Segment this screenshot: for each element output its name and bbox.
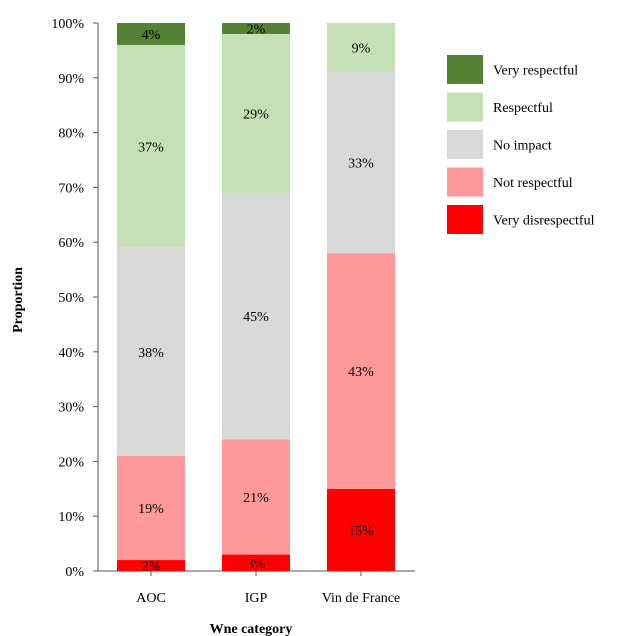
legend-swatch	[447, 55, 483, 84]
legend-label: Respectful	[493, 101, 553, 116]
bar-segment	[327, 253, 395, 489]
legend-label: No impact	[493, 139, 552, 154]
bar-segment	[117, 247, 185, 456]
data-label: 9%	[352, 42, 371, 57]
bar-segment	[117, 23, 185, 45]
data-label: 33%	[348, 157, 374, 172]
legend-swatch	[447, 167, 483, 197]
bar-segment	[222, 23, 290, 34]
bar-segment	[222, 439, 290, 555]
data-label: 21%	[243, 491, 269, 506]
bar-segment	[327, 488, 395, 571]
bar-segment	[222, 192, 290, 440]
y-axis-title: Proportion	[11, 267, 26, 333]
data-label: 19%	[138, 502, 164, 517]
bar-segment	[117, 44, 185, 248]
bar-segment	[222, 554, 290, 571]
bar-segment	[117, 560, 185, 571]
legend: Very respectful Respectful No impact Not re…	[447, 55, 595, 234]
bar-segment	[327, 72, 395, 254]
legend-swatch	[447, 205, 483, 234]
data-label: 45%	[243, 310, 269, 325]
legend-label: Not respectful	[493, 176, 573, 191]
y-tick-label: 20%	[58, 455, 84, 470]
bar-segment	[222, 33, 290, 193]
data-label: 2%	[142, 560, 161, 575]
data-label: 3%	[247, 557, 266, 572]
y-tick-label: 0%	[65, 565, 84, 580]
legend-label: Very disrespectful	[493, 214, 595, 229]
data-label: 4%	[142, 28, 161, 43]
y-tick-label: 100%	[51, 17, 84, 32]
bar-segment	[117, 455, 185, 561]
x-tick-label: AOC	[136, 591, 166, 606]
data-label: 29%	[243, 107, 269, 122]
y-tick-label: 60%	[58, 236, 84, 251]
y-tick-label: 50%	[58, 291, 84, 306]
y-tick-label: 90%	[58, 72, 84, 87]
bar-segment	[327, 23, 395, 73]
legend-label: Very respectful	[493, 64, 578, 79]
data-label: 38%	[138, 346, 164, 361]
data-label: 37%	[138, 140, 164, 155]
y-tick-label: 70%	[58, 181, 84, 196]
bars: 2% 19% 38% 37% 4% 3% 21% 45% 29% 2% 15% 43% 33% 9%	[117, 22, 395, 575]
axes: 0% 10% 20% 30% 40% 50% 60% 70% 80% 90% 100% AOC IGP V…	[51, 17, 415, 606]
y-tick-label: 40%	[58, 346, 84, 361]
y-tick-label: 80%	[58, 127, 84, 142]
data-label: 15%	[348, 524, 374, 539]
data-label: 2%	[247, 22, 266, 37]
y-tick-label: 30%	[58, 401, 84, 416]
data-label: 43%	[348, 365, 374, 380]
y-tick-label: 10%	[58, 510, 84, 525]
x-tick-label: IGP	[245, 591, 268, 606]
x-axis-title: Wne category	[210, 622, 293, 636]
legend-swatch	[447, 92, 483, 122]
x-tick-label: Vin de France	[322, 591, 400, 606]
legend-swatch	[447, 130, 483, 159]
